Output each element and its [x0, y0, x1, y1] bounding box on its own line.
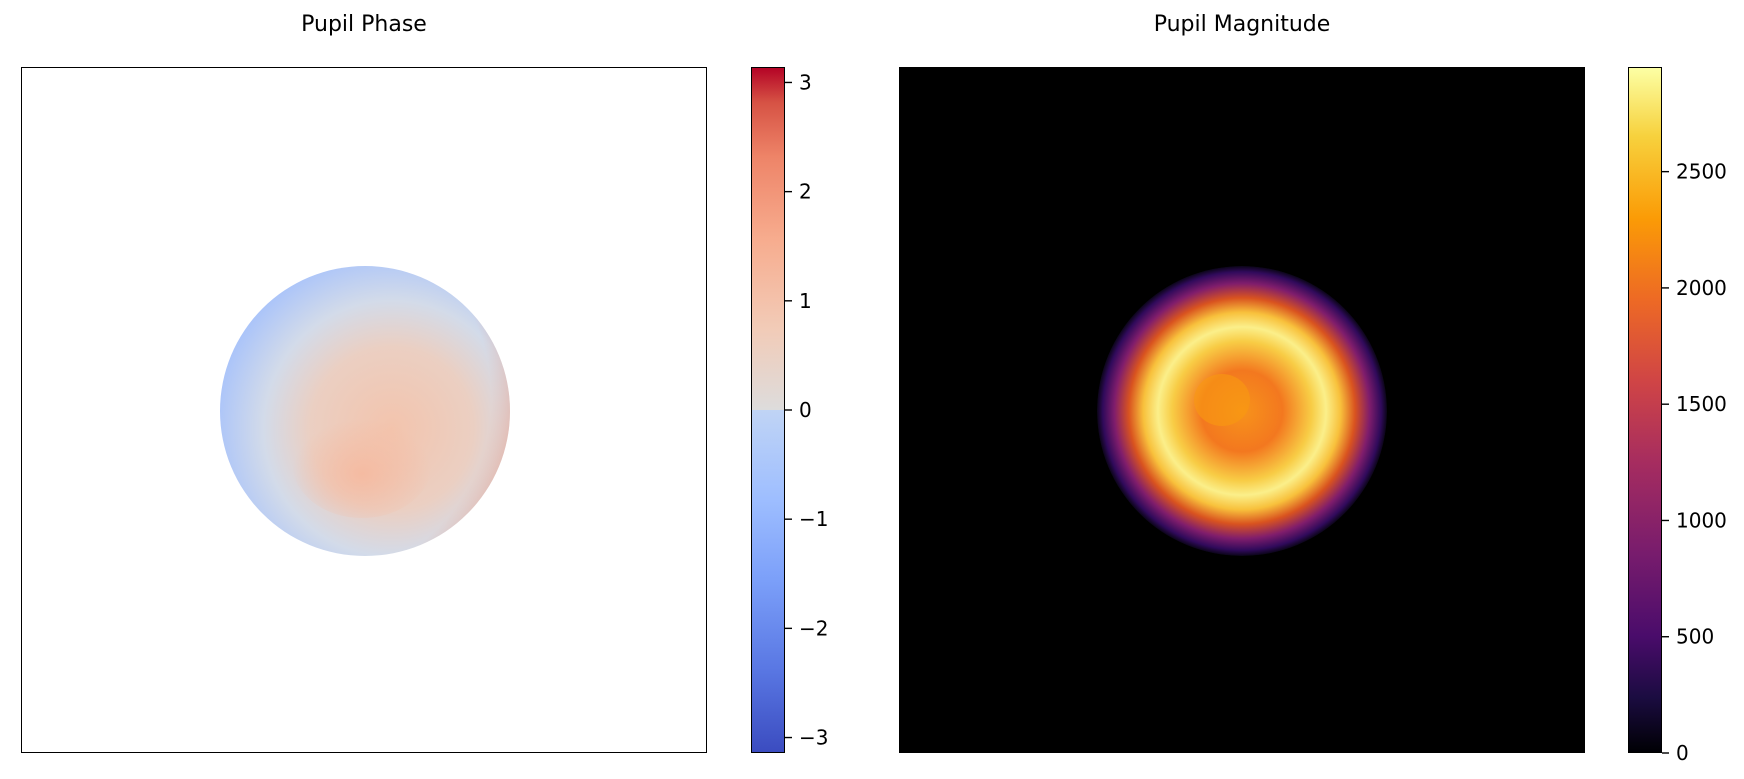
phase-colorbar-tick-label: 3: [799, 70, 812, 94]
phase-colorbar-tick-label: −3: [799, 726, 828, 750]
phase-colorbar-tick-label: 0: [799, 398, 812, 422]
phase-colorbar-tick-label: 2: [799, 180, 812, 204]
phase-colorbar-tick-label: −2: [799, 616, 828, 640]
phase-colorbar-tick-label: −1: [799, 507, 828, 531]
magnitude-colorbar: [1628, 67, 1662, 753]
magnitude-colorbar-tick-label: 500: [1676, 625, 1714, 649]
magnitude-colorbar-tick-label: 1500: [1676, 392, 1727, 416]
magnitude-colorbar-tick-label: 2000: [1676, 276, 1727, 300]
magnitude-colorbar-tick-label: 0: [1676, 741, 1689, 765]
phase-heatmap: [21, 67, 707, 753]
phase-pupil-image: [220, 266, 510, 556]
phase-colorbar-tick-label: 1: [799, 289, 812, 313]
magnitude-pupil-image: [1097, 266, 1387, 556]
magnitude-colorbar-tick-label: 2500: [1676, 160, 1727, 184]
magnitude-plot-title: Pupil Magnitude: [1153, 12, 1331, 37]
phase-colorbar: [751, 67, 785, 753]
magnitude-colorbar-tick-label: 1000: [1676, 508, 1727, 532]
phase-plot-title: Pupil Phase: [301, 12, 427, 37]
magnitude-heatmap: [899, 67, 1585, 753]
